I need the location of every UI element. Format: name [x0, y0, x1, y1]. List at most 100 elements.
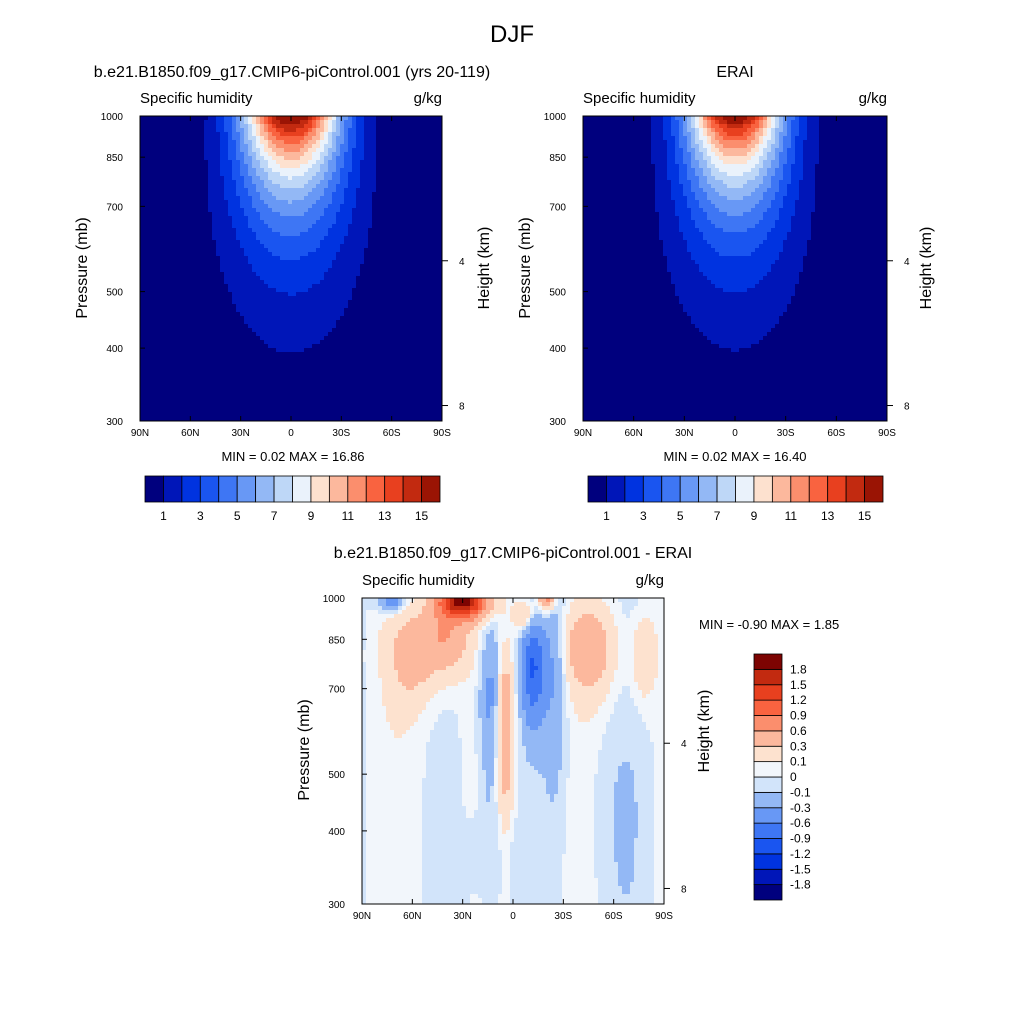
field-cell: [336, 144, 341, 149]
field-cell: [408, 324, 413, 329]
field-cell: [184, 216, 189, 221]
field-cell: [268, 296, 273, 301]
field-cell: [304, 352, 309, 357]
field-cell: [392, 176, 397, 181]
field-cell: [200, 268, 205, 273]
field-cell: [244, 344, 249, 349]
field-cell: [360, 348, 365, 353]
field-cell: [264, 352, 269, 357]
field-cell: [316, 152, 321, 157]
field-cell: [288, 324, 293, 329]
field-cell: [236, 272, 241, 277]
field-cell: [188, 144, 193, 149]
field-cell: [372, 216, 377, 221]
field-cell: [272, 304, 277, 309]
field-cell: [264, 144, 269, 149]
field-cell: [416, 240, 421, 245]
field-cell: [372, 188, 377, 193]
field-cell: [152, 260, 157, 265]
field-cell: [336, 348, 341, 353]
field-cell: [232, 152, 237, 157]
field-cell: [312, 228, 317, 233]
field-cell: [316, 220, 321, 225]
field-cell: [400, 232, 405, 237]
field-cell: [428, 208, 433, 213]
field-cell: [208, 184, 213, 189]
field-cell: [260, 148, 265, 153]
field-cell: [272, 360, 277, 365]
field-cell: [300, 212, 305, 217]
field-cell: [284, 304, 289, 309]
field-cell: [416, 320, 421, 325]
field-cell: [248, 188, 253, 193]
field-cell: [280, 316, 285, 321]
field-cell: [236, 180, 241, 185]
field-cell: [264, 248, 269, 253]
field-cell: [204, 160, 209, 165]
field-cell: [320, 284, 325, 289]
field-cell: [396, 264, 401, 269]
field-cell: [320, 292, 325, 297]
field-cell: [332, 180, 337, 185]
field-cell: [152, 300, 157, 305]
field-cell: [376, 132, 381, 137]
field-cell: [408, 176, 413, 181]
field-cell: [156, 360, 161, 365]
field-cell: [216, 172, 221, 177]
field-cell: [144, 132, 149, 137]
field-cell: [268, 136, 273, 141]
field-cell: [220, 364, 225, 369]
field-cell: [380, 140, 385, 145]
field-cell: [272, 172, 277, 177]
field-cell: [304, 196, 309, 201]
field-cell: [392, 360, 397, 365]
field-cell: [160, 332, 165, 337]
field-cell: [148, 372, 153, 377]
field-cell: [268, 352, 273, 357]
field-cell: [164, 184, 169, 189]
field-cell: [300, 336, 305, 341]
field-cell: [252, 188, 257, 193]
field-cell: [356, 212, 361, 217]
field-cell: [364, 220, 369, 225]
field-cell: [360, 192, 365, 197]
field-cell: [356, 308, 361, 313]
field-cell: [196, 292, 201, 297]
field-cell: [224, 296, 229, 301]
field-cell: [300, 128, 305, 133]
field-cell: [268, 240, 273, 245]
field-cell: [228, 156, 233, 161]
field-cell: [440, 288, 443, 293]
field-cell: [388, 176, 393, 181]
field-cell: [400, 300, 405, 305]
field-cell: [220, 316, 225, 321]
field-cell: [424, 292, 429, 297]
field-cell: [368, 352, 373, 357]
field-cell: [200, 344, 205, 349]
field-cell: [396, 236, 401, 241]
field-cell: [148, 144, 153, 149]
field-cell: [332, 176, 337, 181]
field-cell: [348, 348, 353, 353]
field-cell: [164, 212, 169, 217]
field-cell: [428, 160, 433, 165]
field-cell: [324, 200, 329, 205]
field-cell: [404, 360, 409, 365]
field-cell: [168, 256, 173, 261]
field-cell: [284, 260, 289, 265]
field-cell: [252, 352, 257, 357]
field-cell: [320, 308, 325, 313]
field-cell: [248, 232, 253, 237]
field-cell: [160, 232, 165, 237]
field-cell: [340, 236, 345, 241]
field-cell: [420, 276, 425, 281]
field-cell: [244, 204, 249, 209]
field-cell: [372, 220, 377, 225]
field-cell: [200, 212, 205, 217]
field-cell: [256, 324, 261, 329]
field-cell: [380, 144, 385, 149]
field-cell: [240, 180, 245, 185]
field-cell: [408, 220, 413, 225]
field-cell: [272, 236, 277, 241]
field-cell: [176, 208, 181, 213]
